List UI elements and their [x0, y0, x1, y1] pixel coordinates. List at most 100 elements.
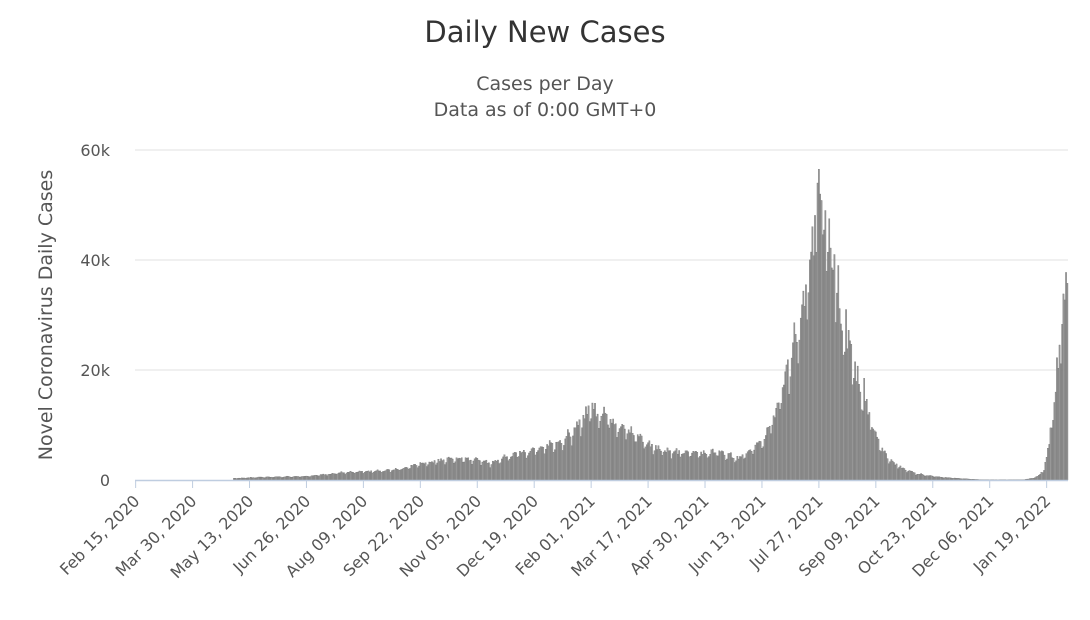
bar[interactable] [724, 460, 727, 481]
bar[interactable] [926, 475, 929, 481]
bar[interactable] [704, 452, 706, 481]
bar[interactable] [448, 456, 450, 481]
bar[interactable] [435, 464, 437, 481]
bar[interactable] [248, 477, 251, 481]
bar[interactable] [365, 471, 367, 481]
bar[interactable] [770, 433, 772, 481]
bar[interactable] [438, 461, 441, 481]
bar[interactable] [450, 457, 453, 481]
bar[interactable] [340, 471, 343, 481]
bar[interactable] [459, 458, 462, 481]
bar[interactable] [265, 476, 268, 481]
bar[interactable] [950, 477, 952, 481]
bar[interactable] [316, 475, 318, 481]
bar[interactable] [301, 476, 304, 481]
bar[interactable] [733, 462, 736, 481]
bar[interactable] [946, 477, 948, 481]
bar[interactable] [506, 456, 508, 481]
bar[interactable] [899, 465, 902, 481]
bar[interactable] [671, 453, 674, 481]
bar[interactable] [823, 229, 825, 481]
bar[interactable] [292, 476, 295, 481]
bar[interactable] [741, 454, 744, 481]
bar[interactable] [667, 450, 670, 481]
bar[interactable] [550, 442, 552, 481]
bar[interactable] [454, 461, 457, 481]
bar[interactable] [1036, 476, 1039, 481]
bar[interactable] [890, 459, 893, 481]
bar[interactable] [460, 457, 463, 481]
bar[interactable] [762, 446, 765, 481]
bar[interactable] [780, 403, 783, 481]
bar[interactable] [1044, 462, 1047, 481]
bar[interactable] [718, 450, 721, 481]
bar[interactable] [900, 468, 903, 481]
bar[interactable] [471, 464, 473, 481]
bar[interactable] [843, 351, 846, 481]
bar[interactable] [653, 450, 656, 481]
bar[interactable] [503, 454, 506, 481]
bar[interactable] [284, 476, 287, 481]
bar[interactable] [321, 474, 323, 481]
bar[interactable] [1045, 457, 1048, 481]
bar[interactable] [670, 458, 673, 481]
bar[interactable] [511, 456, 513, 481]
bar[interactable] [913, 472, 916, 481]
bar[interactable] [790, 357, 793, 481]
bar[interactable] [666, 447, 669, 481]
bar[interactable] [745, 453, 748, 481]
bar[interactable] [917, 474, 920, 481]
bar[interactable] [385, 469, 388, 481]
bar[interactable] [625, 439, 627, 481]
bar[interactable] [660, 450, 662, 481]
bar[interactable] [545, 449, 547, 481]
bar[interactable] [695, 451, 697, 481]
bar[interactable] [348, 472, 350, 481]
bar[interactable] [605, 414, 608, 481]
bar[interactable] [536, 452, 538, 481]
bar[interactable] [889, 461, 891, 481]
bar[interactable] [481, 461, 484, 481]
bar[interactable] [611, 422, 613, 481]
bar[interactable] [860, 409, 863, 481]
bar[interactable] [558, 441, 560, 481]
bar[interactable] [445, 462, 448, 481]
bar[interactable] [939, 476, 942, 481]
bar[interactable] [719, 451, 722, 481]
bar[interactable] [272, 477, 274, 481]
bar[interactable] [255, 477, 257, 481]
bar[interactable] [332, 473, 335, 481]
bar[interactable] [604, 412, 607, 481]
bar[interactable] [303, 476, 305, 481]
bar[interactable] [850, 344, 853, 481]
bar[interactable] [424, 462, 427, 481]
bar[interactable] [585, 406, 587, 481]
bar[interactable] [906, 472, 908, 481]
bar[interactable] [287, 476, 290, 481]
bar[interactable] [1048, 444, 1051, 481]
bar[interactable] [551, 443, 554, 481]
bar[interactable] [1038, 475, 1040, 481]
bar[interactable] [765, 435, 767, 481]
bar[interactable] [387, 469, 389, 481]
bar[interactable] [563, 445, 565, 481]
bar[interactable] [909, 470, 912, 481]
bar[interactable] [700, 451, 702, 481]
bar[interactable] [642, 441, 644, 481]
bar[interactable] [1035, 476, 1038, 481]
bar[interactable] [356, 471, 358, 481]
bar[interactable] [396, 469, 398, 481]
bar[interactable] [516, 457, 519, 481]
bar[interactable] [947, 477, 950, 481]
bar[interactable] [589, 421, 591, 481]
bar[interactable] [296, 476, 299, 481]
bar[interactable] [514, 452, 516, 481]
bar[interactable] [349, 470, 352, 481]
bar[interactable] [457, 458, 459, 481]
bar[interactable] [1060, 363, 1062, 481]
bar[interactable] [341, 472, 344, 481]
bar[interactable] [371, 472, 374, 481]
bar[interactable] [253, 477, 256, 481]
bar[interactable] [444, 464, 446, 481]
bar[interactable] [564, 438, 567, 481]
